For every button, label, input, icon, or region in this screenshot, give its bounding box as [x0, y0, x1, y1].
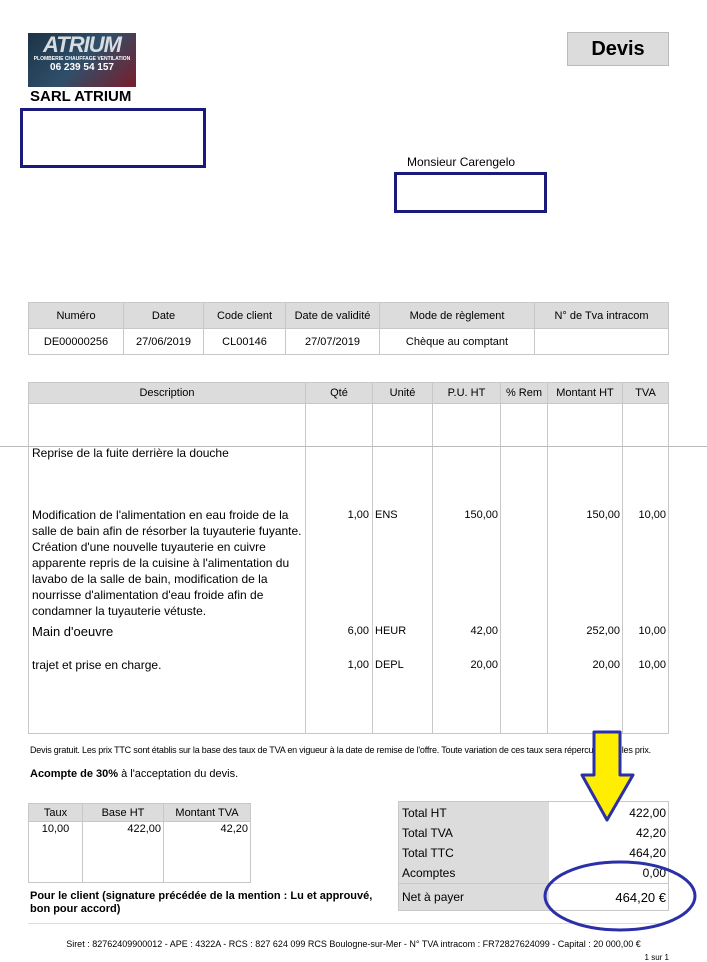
item-description: trajet et prise en charge. — [32, 658, 162, 672]
item-description: Main d'oeuvre — [32, 624, 114, 639]
cell: 27/07/2019 — [285, 328, 380, 355]
tva-table: Taux Base HT Montant TVA 10,00 422,00 42… — [28, 803, 251, 883]
header-cell: Date de validité — [285, 302, 380, 329]
label: Total HT — [402, 806, 447, 820]
item-tva: 10,00 — [638, 625, 666, 637]
header-cell: % Rem — [500, 382, 548, 404]
item-unit-price: 42,00 — [470, 625, 498, 637]
cell: 422,00 — [82, 821, 164, 883]
header-cell: Qté — [305, 382, 373, 404]
item-description: Modification de l'alimentation en eau fr… — [32, 508, 302, 618]
header-cell: Mode de règlement — [379, 302, 535, 329]
totals-box: Total HT 422,00 Total TVA 42,20 Total TTC 4… — [398, 801, 669, 911]
deposit-text: à l'acceptation du devis. — [118, 768, 239, 780]
cell: 42,20 — [163, 821, 251, 883]
company-name: SARL ATRIUM — [30, 88, 132, 105]
header-cell: Numéro — [28, 302, 124, 329]
info-table: Numéro Date Code client Date de validité… — [28, 302, 669, 355]
value: 42,20 — [635, 826, 666, 840]
logo-text: ATRIUM — [43, 33, 122, 57]
label: Net à payer — [402, 890, 465, 904]
header-cell: Montant TVA — [163, 803, 251, 822]
footer-legal: Siret : 82762409900012 - APE : 4322A - R… — [66, 939, 641, 949]
header-cell: P.U. HT — [432, 382, 501, 404]
company-logo: ATRIUM PLOMBERIE CHAUFFAGE VENTILATION 0… — [28, 33, 136, 87]
item-qty: 6,00 — [347, 625, 369, 637]
item-tva: 10,00 — [638, 659, 666, 671]
label: Total TTC — [402, 846, 454, 860]
notes: Devis gratuit. Les prix TTC sont établis… — [30, 745, 651, 755]
item-description: Reprise de la fuite derrière la douche — [32, 446, 229, 460]
divider — [28, 923, 669, 924]
item-tva: 10,00 — [638, 509, 666, 521]
value: 464,20 — [629, 846, 666, 860]
item-amount: 20,00 — [592, 659, 620, 671]
item-amount: 252,00 — [586, 625, 620, 637]
page-number: 1 sur 1 — [644, 953, 669, 962]
header-cell: Base HT — [82, 803, 164, 822]
redacted-client-address — [394, 172, 547, 213]
value: 422,00 — [629, 806, 666, 820]
document-type: Devis — [567, 32, 669, 66]
cell: Chèque au comptant — [379, 328, 535, 355]
item-unit-price: 20,00 — [470, 659, 498, 671]
deposit-note: Acompte de 30% à l'acceptation du devis. — [30, 768, 238, 780]
header-cell: Unité — [372, 382, 433, 404]
redacted-company-address — [20, 108, 206, 168]
value: 0,00 — [642, 866, 666, 880]
cell: 10,00 — [28, 821, 83, 883]
cell: DE00000256 — [28, 328, 124, 355]
arrow-down-icon — [580, 730, 635, 822]
item-unit: DEPL — [375, 659, 404, 671]
cell: CL00146 — [203, 328, 286, 355]
cell: 27/06/2019 — [123, 328, 204, 355]
highlight-circle — [543, 860, 697, 932]
header-cell: N° de Tva intracom — [534, 302, 669, 329]
deposit-percent: Acompte de 30% — [30, 768, 119, 780]
signature-mention: Pour le client (signature précédée de la… — [30, 890, 373, 915]
label: Total TVA — [402, 826, 453, 840]
scan-line — [0, 446, 707, 447]
item-qty: 1,00 — [347, 509, 369, 521]
header-cell: Montant HT — [547, 382, 623, 404]
logo-phone: 06 239 54 157 — [50, 62, 114, 73]
cell — [534, 328, 669, 355]
client-name: Monsieur Carengelo — [407, 155, 516, 169]
items-table: Description Qté Unité P.U. HT % Rem Mont… — [28, 382, 669, 734]
item-unit: ENS — [375, 509, 398, 521]
item-qty: 1,00 — [347, 659, 369, 671]
label: Acomptes — [402, 866, 456, 880]
logo-tagline: PLOMBERIE CHAUFFAGE VENTILATION — [33, 56, 131, 62]
item-unit: HEUR — [375, 625, 407, 637]
value: 464,20 € — [615, 890, 666, 905]
item-unit-price: 150,00 — [464, 509, 498, 521]
item-amount: 150,00 — [586, 509, 620, 521]
